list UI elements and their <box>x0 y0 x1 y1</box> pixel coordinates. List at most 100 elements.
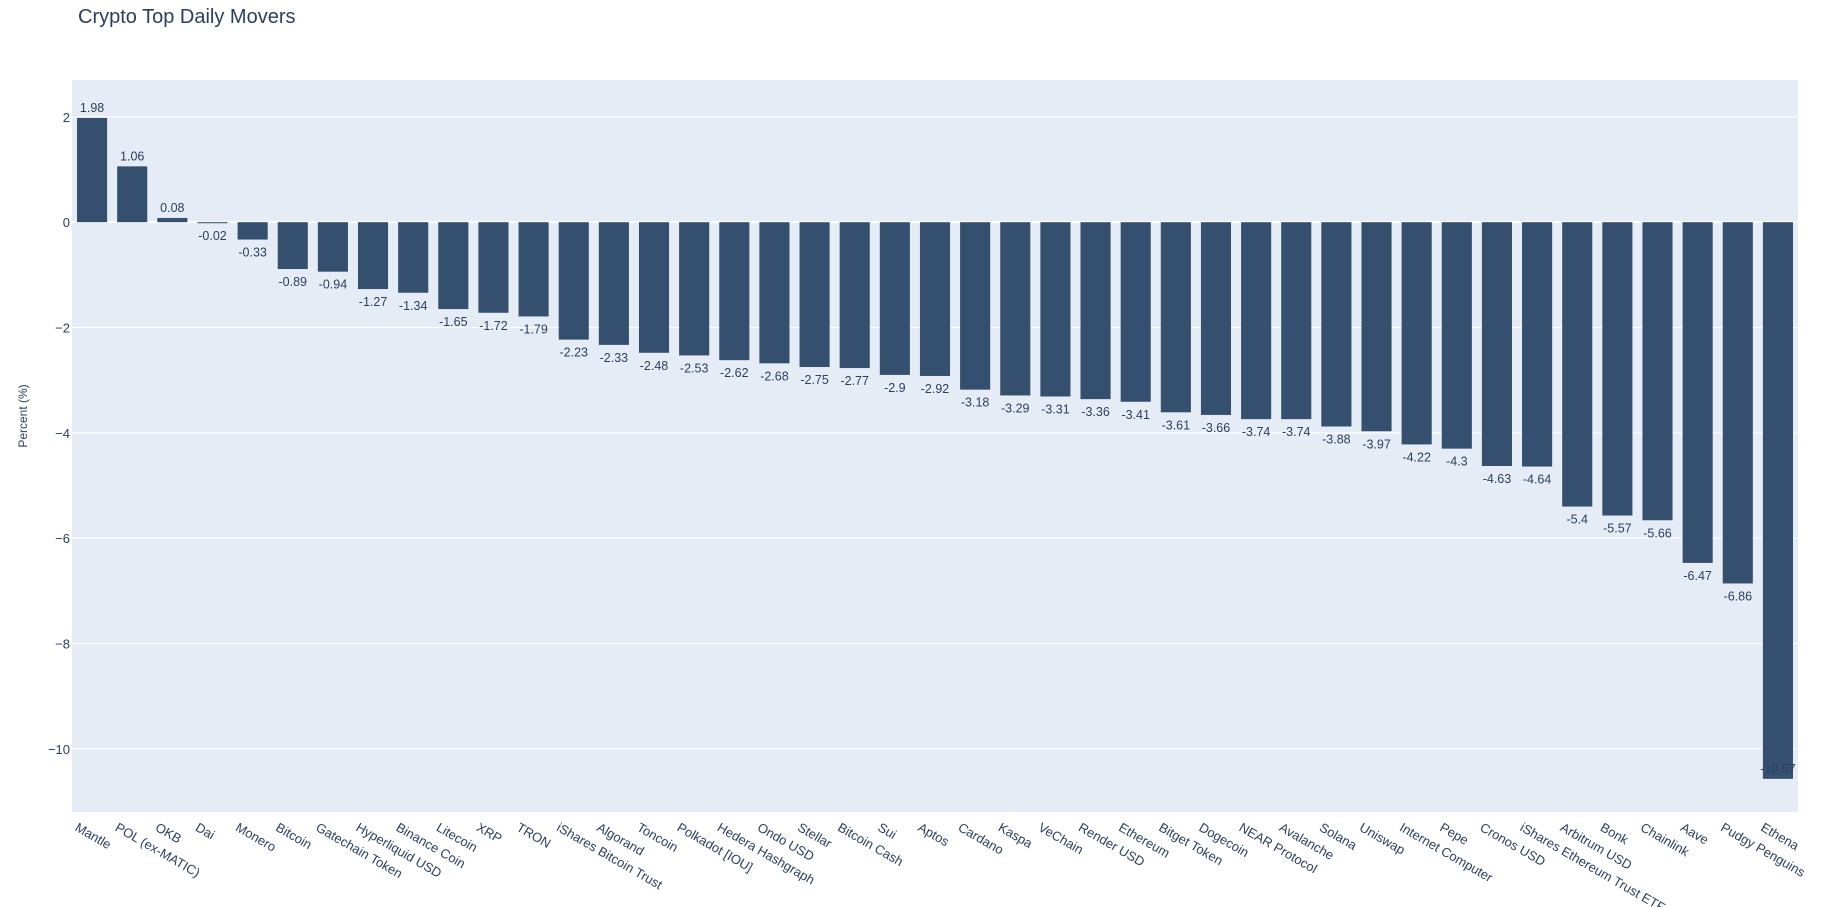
data-label: -0.33 <box>238 246 267 260</box>
y-tick-label: −2 <box>55 321 70 336</box>
x-tick-label: Sui <box>875 820 899 842</box>
x-tick-label: VeChain <box>1036 820 1086 858</box>
data-label: -10.57 <box>1760 762 1795 776</box>
data-labels: 1.98 1.06 0.08 -0.02 -0.33 -0.89 -0.94 -1.27 -1.… <box>80 101 1796 776</box>
y-axis-ticks: 2 0 −2 −4 −6 −8 −10 <box>48 110 70 757</box>
bar <box>960 222 991 390</box>
data-label: -0.89 <box>279 275 308 289</box>
bar <box>478 222 509 313</box>
data-label: -3.74 <box>1282 425 1311 439</box>
data-label: -6.47 <box>1683 569 1712 583</box>
data-label: -3.31 <box>1041 402 1070 416</box>
bar <box>759 222 790 364</box>
chart-title: Crypto Top Daily Movers <box>78 6 296 28</box>
data-label: -6.86 <box>1724 589 1753 603</box>
bar <box>1682 222 1713 563</box>
x-tick-label: Mantle <box>73 820 114 853</box>
data-label: 1.06 <box>120 149 144 163</box>
data-label: -2.33 <box>600 351 629 365</box>
data-label: -1.27 <box>359 295 388 309</box>
data-label: -2.53 <box>680 361 709 375</box>
bar <box>679 222 710 356</box>
y-tick-label: 0 <box>63 215 70 230</box>
bar <box>317 222 348 272</box>
bar <box>1241 222 1272 420</box>
bar <box>1602 222 1633 516</box>
x-tick-label: Aptos <box>916 820 953 850</box>
x-tick-label: Bitcoin <box>273 820 314 853</box>
data-label: -5.66 <box>1643 526 1672 540</box>
bar <box>197 222 228 224</box>
x-tick-label: Dai <box>193 820 217 843</box>
bars <box>77 117 1793 779</box>
data-label: -2.48 <box>640 359 669 373</box>
bar <box>398 222 429 293</box>
bar <box>1562 222 1593 507</box>
bar <box>1401 222 1432 445</box>
bar <box>1281 222 1312 420</box>
bar <box>1441 222 1472 449</box>
bar <box>799 222 830 368</box>
data-label: -1.34 <box>399 299 428 313</box>
bar <box>1160 222 1191 413</box>
data-label: -2.23 <box>559 346 588 360</box>
x-tick-label: Uniswap <box>1357 820 1408 858</box>
data-label: -0.02 <box>198 229 227 243</box>
data-label: -2.9 <box>884 381 906 395</box>
data-label: -4.63 <box>1483 472 1512 486</box>
data-label: -3.74 <box>1242 425 1271 439</box>
bar <box>598 222 629 345</box>
bar <box>1080 222 1111 400</box>
data-label: -1.79 <box>519 322 548 336</box>
bar <box>558 222 589 340</box>
data-label: -4.22 <box>1402 450 1431 464</box>
x-tick-label: Monero <box>233 820 279 855</box>
bar <box>1200 222 1232 415</box>
bar <box>438 222 469 310</box>
bar <box>157 217 188 223</box>
y-tick-label: −10 <box>48 742 70 757</box>
x-tick-label: TRON <box>514 820 553 851</box>
data-label: -2.92 <box>921 382 950 396</box>
bar <box>1361 222 1392 432</box>
data-label: -2.62 <box>720 366 749 380</box>
data-label: -4.64 <box>1523 473 1552 487</box>
data-label: -3.29 <box>1001 401 1030 415</box>
bar <box>879 222 910 375</box>
bar <box>1522 222 1553 467</box>
bar <box>77 117 108 223</box>
data-label: -3.61 <box>1162 418 1191 432</box>
y-tick-label: 2 <box>63 110 70 125</box>
data-label: 1.98 <box>80 101 104 115</box>
bar <box>1120 222 1151 402</box>
y-axis-title: Percent (%) <box>16 384 30 447</box>
data-label: -2.68 <box>760 369 789 383</box>
y-tick-label: −8 <box>55 636 70 651</box>
data-label: -3.97 <box>1362 437 1391 451</box>
bar <box>1762 222 1793 779</box>
data-label: -2.75 <box>800 373 829 387</box>
data-label: -4.3 <box>1446 455 1468 469</box>
data-label: -5.57 <box>1603 522 1632 536</box>
data-label: -3.88 <box>1322 433 1351 447</box>
data-label: -1.72 <box>479 319 508 333</box>
bar <box>719 222 750 361</box>
data-label: -3.18 <box>961 396 990 410</box>
bar <box>638 222 670 353</box>
bar <box>919 222 951 376</box>
bar <box>518 222 549 317</box>
bar <box>1040 222 1071 397</box>
bar <box>1642 222 1673 521</box>
data-label: -5.4 <box>1566 513 1588 527</box>
bar <box>1481 222 1513 467</box>
data-label: -0.94 <box>319 278 348 292</box>
bar <box>1722 222 1753 584</box>
data-label: -3.41 <box>1121 408 1150 422</box>
data-label: -3.66 <box>1202 421 1231 435</box>
data-label: 0.08 <box>160 201 184 215</box>
x-tick-label: Cardano <box>956 820 1007 858</box>
y-tick-label: −4 <box>55 426 70 441</box>
bar <box>357 222 389 290</box>
